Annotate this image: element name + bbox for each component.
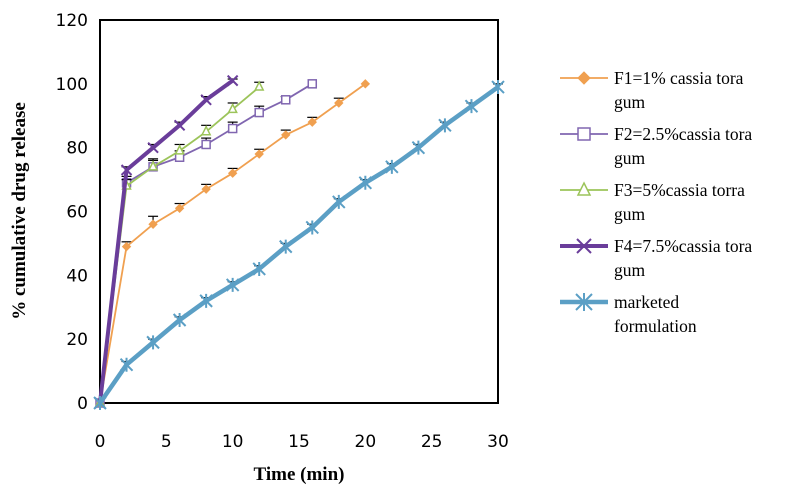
legend-label: F4=7.5%cassia tora (614, 236, 752, 256)
data-point (173, 119, 186, 132)
legend-label: gum (614, 92, 646, 112)
x-tick-label: 25 (421, 432, 443, 452)
data-point (254, 107, 264, 118)
data-point (358, 175, 373, 190)
data-point (575, 293, 593, 311)
data-point (120, 164, 133, 176)
legend-label: gum (614, 204, 646, 224)
legend-item: F2=2.5%cassia tora gum (560, 124, 752, 168)
legend-label: F1=1% cassia tora (614, 68, 744, 88)
data-point (332, 194, 346, 209)
data-point (121, 241, 132, 252)
data-point (225, 277, 240, 292)
data-point (174, 144, 185, 155)
data-point (200, 125, 212, 136)
y-tick-label: 0 (77, 394, 88, 414)
data-point (93, 396, 107, 410)
data-point (172, 313, 187, 328)
x-tick-labels: 0 5 10 15 20 25 30 (95, 432, 509, 452)
y-tick-label: 80 (66, 139, 88, 159)
series-layer (93, 74, 505, 410)
data-point (148, 219, 158, 229)
x-tick-label: 5 (161, 432, 172, 452)
legend-item: F4=7.5%cassia tora gum (560, 236, 752, 280)
y-tick-label: 120 (56, 11, 88, 31)
series-4 (94, 74, 239, 409)
legend-item: F3=5%cassia torra gum (560, 180, 745, 224)
legend: F1=1% cassia tora gum F2=2.5%cassia tora gu… (560, 68, 752, 336)
data-point (576, 238, 592, 254)
series-5 (93, 80, 505, 410)
legend-item: marketed formulation (560, 292, 697, 336)
data-point (334, 98, 344, 108)
data-point (307, 117, 317, 127)
legend-label: gum (614, 148, 646, 168)
y-tick-label: 60 (66, 203, 88, 223)
data-point (577, 71, 591, 85)
x-tick-label: 20 (355, 432, 377, 452)
y-tick-labels: 0 20 40 60 80 100 120 (56, 11, 88, 414)
legend-label: F3=5%cassia torra (614, 180, 745, 200)
plot-area (99, 19, 499, 404)
data-point (226, 74, 239, 87)
legend-item: F1=1% cassia tora gum (560, 68, 744, 112)
data-point (577, 127, 591, 141)
legend-label: formulation (614, 316, 697, 336)
data-point (253, 80, 265, 91)
data-point (201, 184, 211, 194)
data-point (146, 335, 160, 350)
y-tick-label: 100 (56, 75, 88, 95)
data-point (201, 139, 211, 150)
series-1 (95, 79, 371, 408)
data-point (438, 118, 452, 133)
x-tick-label: 0 (95, 432, 106, 452)
x-axis-title: Time (min) (254, 464, 345, 485)
legend-label: marketed (614, 292, 679, 312)
y-tick-label: 40 (66, 266, 88, 286)
data-point (360, 79, 371, 89)
data-point (281, 130, 291, 140)
data-point (227, 102, 238, 114)
legend-label: gum (614, 260, 646, 280)
data-point (411, 140, 426, 155)
y-axis-title: % cumulative drug release (9, 102, 30, 320)
data-point (252, 261, 266, 276)
x-tick-label: 15 (288, 432, 310, 452)
data-point (305, 220, 319, 235)
data-point (200, 94, 212, 106)
data-point (174, 203, 185, 214)
y-tick-label: 20 (66, 330, 88, 350)
data-point (279, 239, 293, 254)
data-point (576, 181, 592, 196)
data-point (227, 168, 238, 178)
data-point (280, 95, 291, 105)
data-point (227, 123, 238, 134)
x-tick-label: 30 (487, 432, 509, 452)
data-point (491, 80, 505, 95)
data-point (119, 357, 134, 372)
data-point (147, 160, 159, 171)
data-point (199, 293, 213, 308)
series-line (98, 85, 500, 405)
legend-label: F2=2.5%cassia tora (614, 124, 752, 144)
data-point (464, 99, 479, 114)
data-point (385, 159, 399, 174)
data-point (147, 141, 159, 154)
data-point (307, 79, 318, 89)
x-tick-label: 10 (222, 432, 244, 452)
data-point (254, 149, 264, 159)
